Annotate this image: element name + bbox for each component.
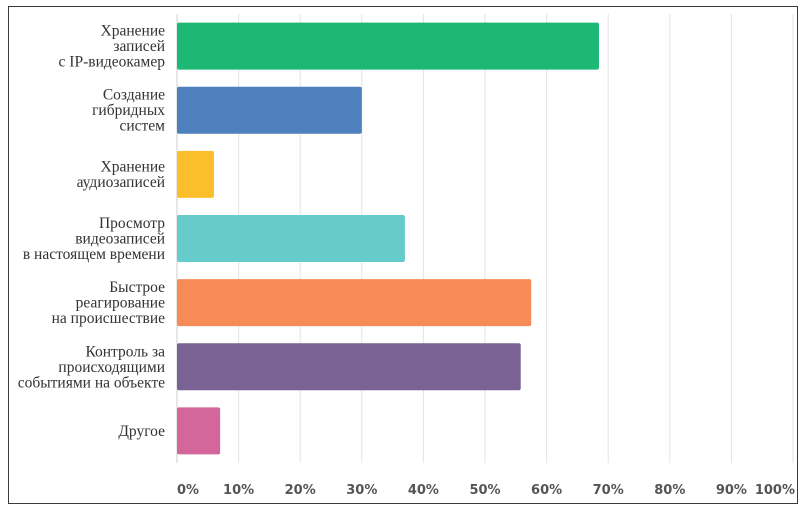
category-label-line: записей — [113, 38, 165, 55]
category-label: Быстрое реагирование на происшествие — [52, 279, 165, 327]
x-tick-label: 60% — [531, 483, 562, 498]
bar — [177, 279, 532, 327]
x-tick-label: 10% — [223, 483, 254, 498]
x-tick-label: 50% — [469, 483, 500, 498]
category-label-line: Другое — [118, 423, 165, 440]
category-label-line: гибридных — [92, 102, 165, 119]
bars-layer — [177, 22, 599, 455]
bar — [177, 150, 214, 198]
x-tick-label: 30% — [346, 483, 377, 498]
category-label-line: видеозаписей — [75, 231, 165, 248]
x-tick-label: 100% — [755, 483, 795, 498]
category-label-line: систем — [119, 118, 165, 135]
x-axis-tick-labels: 0% 10% 20% 30% 40% 50% 60% 70% 80% 90% 100% — [177, 483, 795, 498]
category-label-line: в настоящем времени — [23, 246, 165, 263]
category-label-line: Создание — [103, 87, 165, 104]
category-label-line: Контроль за — [85, 343, 165, 360]
x-tick-label: 90% — [716, 483, 747, 498]
category-label-line: событиями на объекте — [18, 374, 165, 391]
x-tick-label: 70% — [593, 483, 624, 498]
category-label-line: с IP-видеокамер — [59, 54, 166, 71]
category-label-line: реагирование — [76, 295, 165, 312]
category-label-line: на происшествие — [52, 310, 165, 327]
bar — [177, 343, 521, 391]
x-tick-label: 40% — [408, 483, 439, 498]
category-label-line: Быстрое — [109, 279, 165, 296]
category-label: Создание гибридных систем — [92, 87, 165, 135]
category-label: Просмотр видеозаписей в настоящем времени — [23, 215, 165, 263]
category-label: Хранение записей с IP-видеокамер — [59, 23, 166, 71]
category-label-line: происходящими — [58, 359, 165, 376]
category-label: Хранение аудиозаписей — [77, 159, 166, 192]
x-tick-label: 0% — [177, 483, 199, 498]
category-label-line: Хранение — [101, 23, 166, 40]
x-tick-label: 20% — [285, 483, 316, 498]
category-label: Контроль за происходящими событиями на объ… — [18, 343, 165, 391]
bar — [177, 215, 405, 262]
bar — [177, 86, 362, 134]
x-tick-label: 80% — [654, 483, 685, 498]
bar — [177, 407, 221, 455]
category-label-line: Просмотр — [99, 215, 165, 232]
category-label-line: аудиозаписей — [77, 174, 165, 191]
category-label: Другое — [118, 423, 165, 440]
category-label-line: Хранение — [101, 159, 166, 176]
bar — [177, 22, 599, 70]
